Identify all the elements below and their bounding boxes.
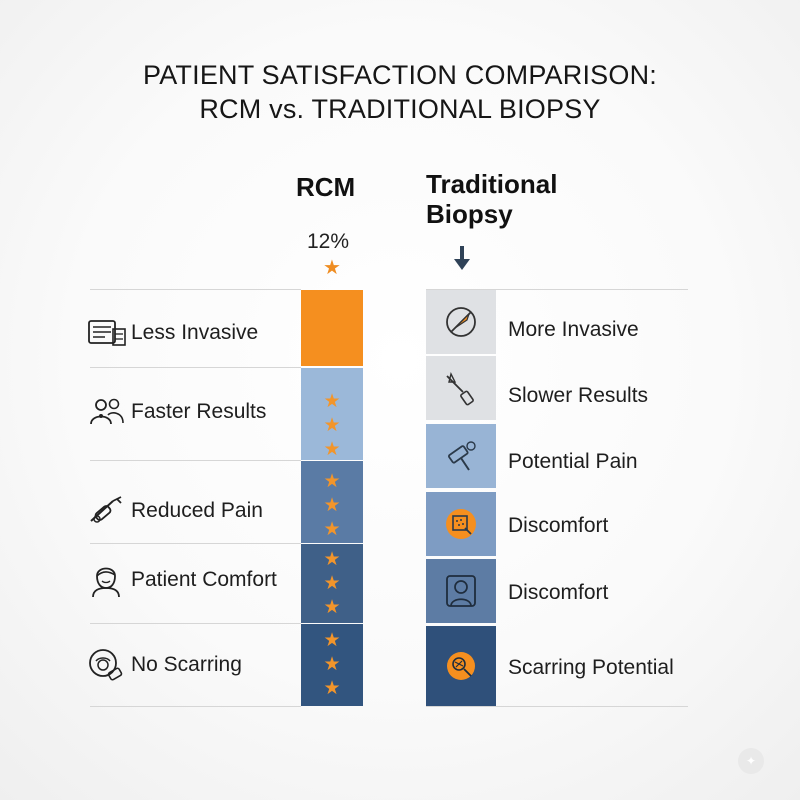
arrow-down-icon <box>454 246 470 270</box>
rcm-label: Patient Comfort <box>131 568 277 591</box>
traditional-cell-more-invasive <box>426 290 496 354</box>
no-scalpel-icon <box>446 307 476 337</box>
traditional-cell-discomfort <box>426 492 496 556</box>
star-icon: ★ <box>323 495 341 516</box>
star-icon: ★ <box>323 654 341 675</box>
biopsy-tool-icon <box>446 371 474 406</box>
divider-line <box>90 367 301 368</box>
rcm-stars-faster-results: ★ ★ ★ <box>301 391 363 460</box>
rcm-label: No Scarring <box>131 653 242 676</box>
rcm-label: Faster Results <box>131 400 267 423</box>
traditional-label: Potential Pain <box>508 450 638 473</box>
rcm-stars-no-scarring: ★ ★ ★ <box>301 628 363 702</box>
traditional-cell-scarring-potential <box>426 626 496 706</box>
rcm-label: Less Invasive <box>131 321 259 344</box>
rcm-bar-segment-reduced-pain <box>301 461 363 543</box>
rcm-percentage-star-icon: ★ <box>323 257 341 279</box>
star-icon: ★ <box>323 573 341 594</box>
bandage-icon <box>446 509 476 539</box>
page-title-line-1: PATIENT SATISFACTION COMPARISON: <box>143 60 657 90</box>
document-icon <box>88 320 126 346</box>
divider-line <box>426 706 688 707</box>
traditional-cell-potential-pain <box>426 424 496 488</box>
star-icon: ★ <box>323 549 341 570</box>
divider-line <box>90 289 301 290</box>
divider-line <box>90 543 301 544</box>
rcm-stars-patient-comfort: ★ ★ ★ <box>301 546 363 622</box>
rcm-bar-segment-less-invasive <box>301 290 363 366</box>
watermark-logo-icon: ✦ <box>738 748 764 774</box>
star-icon: ★ <box>323 630 341 651</box>
traditional-label: Slower Results <box>508 384 649 407</box>
rcm-bar-segment-patient-comfort <box>301 544 363 623</box>
traditional-header-line-1: Traditional <box>426 169 558 199</box>
star-icon: ★ <box>323 678 341 699</box>
star-icon: ★ <box>323 519 341 540</box>
traditional-header-line-2: Biopsy <box>426 199 513 229</box>
rcm-bar-segment-faster-results <box>301 368 363 460</box>
star-icon: ★ <box>323 471 341 492</box>
traditional-label: Discomfort <box>508 581 609 604</box>
patient-face-icon <box>92 567 120 598</box>
scar-icon <box>447 652 475 680</box>
rcm-row-patient-comfort: Patient Comfort <box>85 560 300 600</box>
star-icon: ★ <box>323 415 341 436</box>
traditional-label: Scarring Potential <box>508 656 674 679</box>
page-title-line-2: RCM vs. TRADITIONAL BIOPSY <box>199 94 601 124</box>
rcm-column-header: RCM <box>296 172 356 202</box>
traditional-cell-discomfort-2 <box>426 559 496 623</box>
people-icon <box>90 398 124 425</box>
divider-line <box>90 460 301 461</box>
star-icon: ★ <box>323 597 341 618</box>
rcm-row-less-invasive: Less Invasive <box>85 313 300 353</box>
traditional-label: Discomfort <box>508 514 609 537</box>
rcm-label: Reduced Pain <box>131 499 263 522</box>
star-icon: ★ <box>323 439 341 460</box>
rcm-stars-reduced-pain: ★ ★ ★ <box>301 470 363 542</box>
star-icon: ★ <box>323 391 341 412</box>
hammer-icon <box>448 441 476 471</box>
rcm-percentage: 12% <box>307 230 350 253</box>
traditional-column-header: Traditional Biopsy <box>426 169 557 229</box>
rcm-row-faster-results: Faster Results <box>85 392 300 432</box>
face-bandage-icon <box>89 649 123 681</box>
traditional-cell-slower-results <box>426 356 496 420</box>
rcm-row-no-scarring: No Scarring <box>85 645 300 685</box>
rcm-row-reduced-pain: Reduced Pain <box>85 491 300 531</box>
divider-line <box>426 289 688 290</box>
traditional-label: More Invasive <box>508 318 639 341</box>
syringe-icon <box>90 496 122 523</box>
rcm-bar-segment-no-scarring <box>301 624 363 706</box>
patient-silhouette-icon <box>446 575 476 607</box>
divider-line <box>90 706 301 707</box>
divider-line <box>90 623 301 624</box>
